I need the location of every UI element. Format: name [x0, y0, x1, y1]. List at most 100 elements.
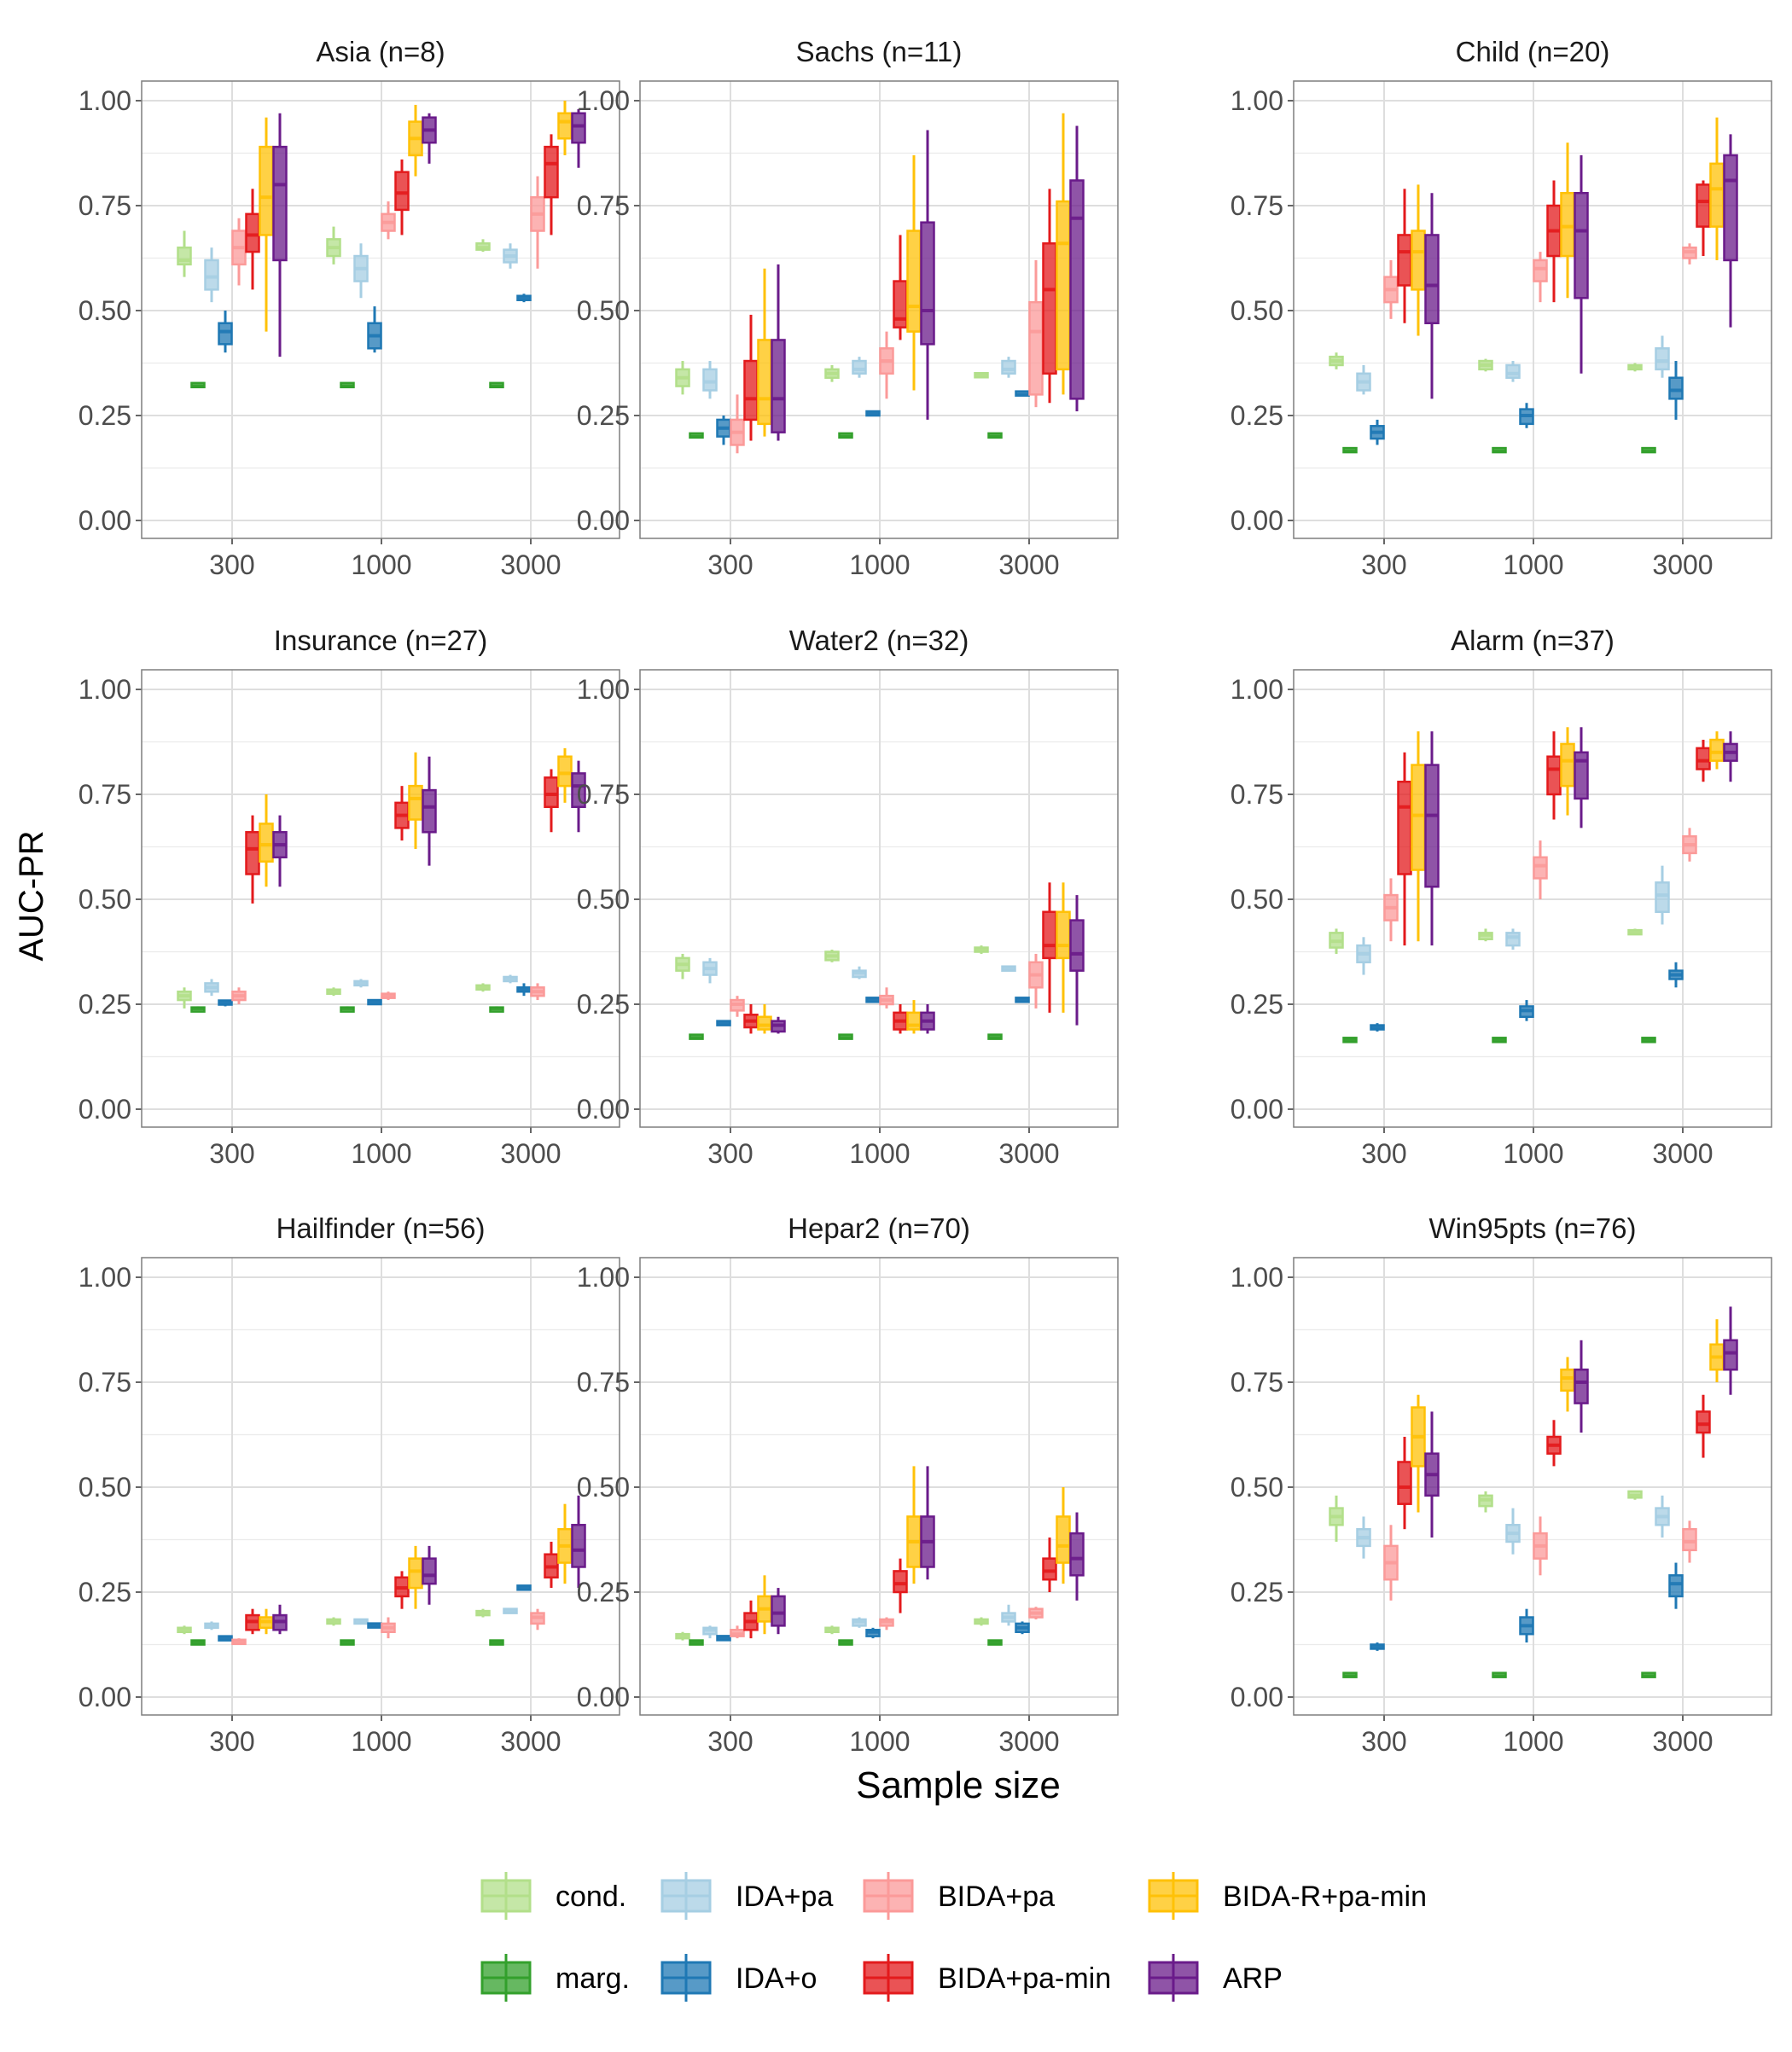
box-body [1574, 191, 1589, 299]
box-body [259, 145, 274, 236]
box-bida-pa-1000 [381, 201, 396, 240]
box-arp-3000 [1723, 731, 1738, 782]
box-body [1546, 755, 1562, 796]
box-body [408, 784, 423, 821]
y-tick-label: 0.00 [577, 505, 630, 536]
box-body [571, 1524, 586, 1568]
panel-border [141, 1257, 620, 1716]
box-body [571, 112, 586, 144]
legend-label: BIDA-R+pa-min [1223, 1881, 1427, 1913]
box-body [245, 212, 260, 253]
box-arp-300 [272, 1604, 288, 1635]
box-arp-300 [1424, 193, 1440, 399]
legend-item-bida-pa-min: BIDA+pa-min [863, 1954, 1111, 2002]
legend-label: marg. [556, 1962, 630, 1995]
box-cond-300 [1329, 352, 1344, 369]
y-tick-label: 0.25 [79, 989, 131, 1020]
box-bida-r-pa-min-3000 [557, 747, 573, 803]
box-body [771, 1595, 786, 1627]
box-ida-o-3000 [1668, 962, 1684, 988]
box-body [1655, 881, 1670, 914]
box-body [1668, 1574, 1684, 1598]
box-bida-pa-3000 [1682, 1520, 1697, 1563]
y-tick-label: 0.00 [577, 1682, 630, 1712]
box-bida-pa-1000 [879, 987, 894, 1009]
legend-item-bida-r-pa-min: BIDA-R+pa-min [1148, 1872, 1427, 1920]
box-ida-pa-1000 [852, 1617, 867, 1628]
y-tick-label: 0.75 [1231, 1367, 1283, 1398]
x-tick-label: 300 [209, 1726, 254, 1757]
box-bida-pa-min-300 [743, 314, 759, 441]
y-tick-label: 0.50 [79, 1472, 131, 1503]
box-body [272, 145, 288, 262]
box-cond-1000 [326, 226, 341, 264]
y-axis-label: AUC-PR [13, 830, 50, 961]
box-body [394, 171, 410, 212]
y-tick-label: 0.25 [1231, 989, 1283, 1020]
box-cond-3000 [974, 372, 989, 379]
legend-item-marg: marg. [480, 1954, 630, 2002]
panel-title: Asia (n=8) [316, 36, 445, 67]
legend: cond. marg. IDA+pa IDA+o BIDA+pa BIDA+pa-min B… [480, 1872, 1427, 2002]
box-ida-o-1000 [1519, 1608, 1534, 1643]
box-marg-300 [689, 1639, 704, 1646]
box-ida-o-1000 [865, 410, 881, 417]
y-tick-label: 0.75 [577, 779, 630, 810]
box-arp-3000 [571, 760, 586, 833]
box-bida-pa-min-3000 [1042, 882, 1057, 1013]
box-marg-3000 [489, 1639, 504, 1646]
box-bida-pa-300 [231, 1638, 247, 1646]
y-tick-label: 0.00 [1231, 1682, 1283, 1712]
box-body [204, 259, 219, 291]
box-body [893, 1570, 908, 1594]
x-tick-label: 3000 [1652, 1726, 1713, 1757]
box-body [557, 755, 573, 788]
box-body [1028, 300, 1044, 396]
box-arp-3000 [571, 1495, 586, 1589]
panel-win95pts-n-76: 0.00 0.25 0.50 0.75 1.00 300 1000 3000 Win95pts … [1231, 1212, 1772, 1757]
box-arp-300 [1424, 1411, 1440, 1538]
box-bida-pa-min-1000 [1546, 1420, 1562, 1467]
x-tick-label: 3000 [998, 1138, 1059, 1169]
box-body [1574, 1368, 1589, 1404]
x-tick-label: 3000 [500, 549, 561, 580]
legend-item-cond: cond. [480, 1872, 626, 1920]
legend-label: ARP [1223, 1962, 1283, 1995]
y-tick-label: 0.50 [79, 295, 131, 326]
box-marg-1000 [1492, 1037, 1507, 1043]
box-cond-3000 [1627, 1490, 1643, 1500]
y-tick-label: 1.00 [1231, 85, 1283, 116]
y-tick-label: 0.00 [577, 1094, 630, 1125]
box-arp-300 [272, 815, 288, 887]
box-bida-pa-300 [1383, 259, 1399, 319]
box-marg-1000 [340, 381, 355, 389]
box-body [1069, 919, 1085, 972]
panel-title: Insurance (n=27) [274, 625, 487, 656]
y-tick-label: 0.25 [79, 1577, 131, 1607]
box-bida-pa-300 [231, 987, 247, 1004]
box-body [1505, 932, 1521, 947]
box-bida-pa-1000 [879, 331, 894, 399]
x-tick-label: 1000 [1503, 549, 1563, 580]
box-ida-o-300 [1370, 419, 1385, 445]
box-ida-pa-1000 [1505, 928, 1521, 950]
panel-border [1293, 1257, 1772, 1716]
legend-item-bida-pa: BIDA+pa [863, 1872, 1055, 1920]
x-tick-label: 1000 [849, 549, 910, 580]
box-bida-pa-300 [730, 996, 745, 1017]
x-tick-label: 300 [1361, 1138, 1406, 1169]
box-cond-3000 [1627, 363, 1643, 372]
box-cond-300 [177, 987, 192, 1009]
box-arp-1000 [1574, 1340, 1589, 1433]
box-body [771, 339, 786, 433]
panel-child-n-20: 0.00 0.25 0.50 0.75 1.00 300 1000 3000 Child (n=… [1231, 36, 1772, 580]
box-body [1723, 154, 1738, 262]
x-tick-label: 1000 [849, 1138, 910, 1169]
legend-label: IDA+pa [736, 1881, 833, 1913]
box-cond-3000 [475, 239, 491, 253]
box-ida-pa-3000 [503, 1607, 518, 1614]
box-body [1696, 747, 1711, 770]
x-tick-label: 3000 [500, 1726, 561, 1757]
box-bida-pa-min-300 [743, 1004, 759, 1034]
x-tick-label: 300 [1361, 549, 1406, 580]
